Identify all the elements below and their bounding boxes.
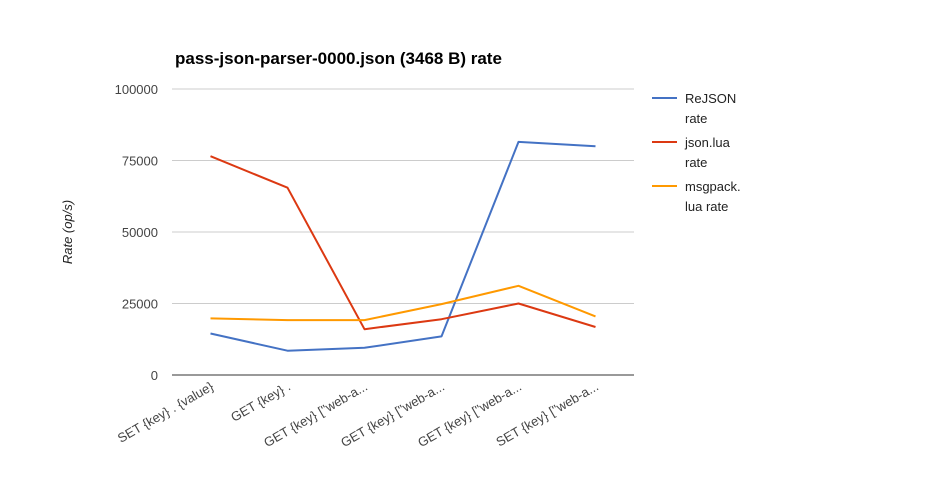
- series-line-1: [210, 155, 596, 331]
- legend-label: ReJSON: [685, 91, 736, 106]
- legend: ReJSON rate json.lua rate msgpack. lua rate: [652, 91, 741, 214]
- y-axis-label: Rate (op/s): [60, 200, 75, 264]
- y-tick-label: 50000: [122, 225, 158, 240]
- gridlines: [172, 88, 634, 376]
- legend-label: lua rate: [685, 199, 728, 214]
- legend-label: msgpack.: [685, 179, 741, 194]
- y-tick-label: 100000: [115, 82, 158, 97]
- legend-label: json.lua: [684, 135, 731, 150]
- x-axis-ticks: SET {key} . {value} GET {key} .GET {key} …: [115, 378, 601, 450]
- chart-title: pass-json-parser-0000.json (3468 B) rate: [175, 49, 502, 68]
- legend-label: rate: [685, 111, 707, 126]
- series-line-0: [210, 140, 596, 352]
- y-tick-label: 0: [151, 368, 158, 383]
- x-tick-label: SET {key} . {value}: [115, 378, 217, 445]
- series-line-2: [210, 284, 596, 322]
- series-lines: [210, 140, 596, 352]
- y-tick-label: 25000: [122, 297, 158, 312]
- y-axis-ticks: 0 25000 50000 75000 100000: [115, 82, 158, 383]
- legend-label: rate: [685, 155, 707, 170]
- x-tick-label: GET {key} .: [228, 379, 293, 425]
- y-tick-label: 75000: [122, 154, 158, 169]
